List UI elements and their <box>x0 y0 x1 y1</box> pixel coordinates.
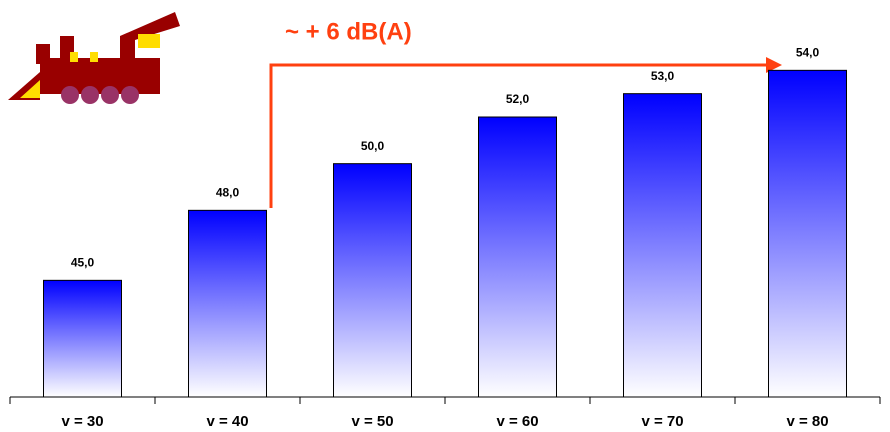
value-label: 53,0 <box>651 69 675 83</box>
value-label: 45,0 <box>71 256 95 270</box>
value-label: 48,0 <box>216 186 240 200</box>
bar <box>43 279 122 398</box>
bar <box>623 93 702 398</box>
x-tick-label: v = 80 <box>786 413 828 430</box>
x-tick-label: v = 40 <box>206 413 248 430</box>
value-label: 50,0 <box>361 139 385 153</box>
x-tick-label: v = 30 <box>61 413 103 430</box>
bar <box>478 116 557 398</box>
x-tick-label: v = 70 <box>641 413 683 430</box>
bar <box>333 163 412 398</box>
x-tick-label: v = 50 <box>351 413 393 430</box>
annotation: ~ + 6 dB(A) <box>285 18 412 45</box>
locomotive-icon <box>8 12 180 104</box>
arrow <box>269 57 782 208</box>
value-label: 54,0 <box>796 46 820 60</box>
x-tick-label: v = 60 <box>496 413 538 430</box>
bar <box>188 209 267 398</box>
bar <box>768 69 847 398</box>
value-label: 52,0 <box>506 92 530 106</box>
